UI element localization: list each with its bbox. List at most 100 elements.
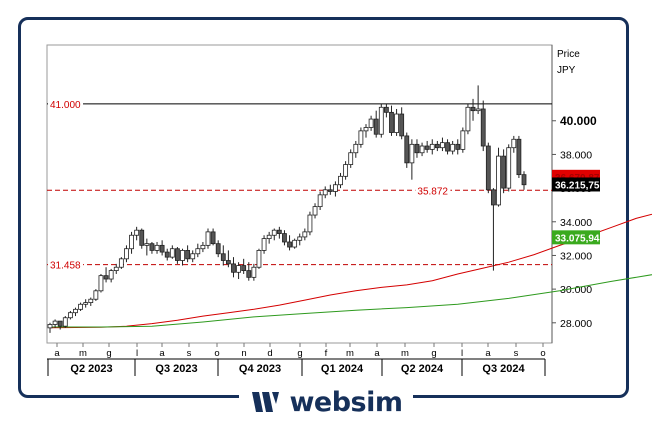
candlestick [190,250,196,263]
candlestick [47,322,53,333]
candlestick [470,98,476,121]
candlestick [108,268,114,283]
candle-body-up [236,265,241,273]
candle-body-down [241,265,247,272]
candlestick [241,258,247,274]
candle-body-down [220,253,226,261]
candle-body-up [511,138,517,149]
candlestick [373,110,379,138]
candle-body-up [440,142,445,149]
candle-body-up [261,238,267,251]
y-tick-label: 32.000 [560,250,592,262]
quarter-label: Q1 2024 [321,363,364,375]
candle-body-up [368,118,374,128]
candle-body-up [169,248,175,258]
candle-body-down [480,108,486,147]
candlestick [139,228,145,249]
candlestick [307,211,313,236]
candle-body-down [445,142,450,152]
candlestick [465,103,471,135]
candle-body-up [506,147,512,189]
candlestick [149,241,155,254]
candlestick [124,245,129,263]
candlestick [103,267,109,283]
candle-body-up [429,143,435,150]
candlestick [333,181,338,197]
x-month-label: s [187,348,192,359]
candlestick [491,188,496,271]
candle-body-up [195,248,201,255]
y-tick-label: 38.000 [560,149,592,161]
candle-body-down [175,248,180,261]
candle-body-up [200,244,206,250]
candle-body-up [118,258,124,268]
candle-body-up [129,234,134,250]
candle-body-up [475,108,481,112]
candle-body-up [363,127,369,132]
y-tick-label: 40.000 [560,114,597,128]
candlestick [404,132,410,168]
candle-body-up [353,143,359,154]
candlestick [297,233,303,246]
y-tick-label: 34.000 [560,217,592,229]
x-month-label: s [514,348,519,359]
candle-body-up [465,106,471,132]
candlestick [83,299,89,308]
candlestick [200,241,206,253]
candle-body-down [373,118,379,135]
candlestick [98,273,104,293]
candlestick [440,137,445,152]
candle-body-up [190,253,196,260]
candlestick [378,103,384,138]
candlestick [52,319,58,328]
x-month-label: m [346,348,354,359]
reference-line-label: 31.458 [50,261,81,272]
candle-body-up [154,244,160,251]
candle-body-up [266,234,272,240]
candle-body-up [73,308,78,314]
candlestick [159,240,165,256]
candlestick [62,316,68,328]
candlestick [399,107,405,140]
x-month-label: a [485,348,491,359]
x-month-label: a [374,348,380,359]
candle-body-up [312,206,318,216]
brand-name: websim [289,386,403,418]
moving-average-line [50,274,652,328]
candlestick [134,226,140,241]
candle-body-down [424,145,430,150]
candlestick [287,235,292,251]
candlestick [231,257,236,278]
price-tag-label: 33.075,94 [555,233,600,244]
moving-average-line [49,213,652,329]
chart-overlay: 41.00035.87231.45836.670,8736.215,7533.0… [48,98,600,273]
candle-body-up [205,231,211,246]
candle-body-up [180,250,185,261]
candlestick [220,245,226,266]
candlestick [169,245,175,259]
candlestick [394,108,399,136]
candle-body-down [501,155,507,189]
quarter-label: Q3 2023 [155,363,197,375]
quarter-label: Q2 2024 [401,363,444,375]
candlestick [475,85,481,115]
candle-body-down [485,145,491,191]
x-month-label: a [159,348,165,359]
candlestick [445,139,450,155]
candlestick [185,245,191,263]
x-month-label: o [540,348,545,359]
candlestick [501,149,507,194]
x-month-label: g [106,348,111,359]
candlestick [521,171,527,190]
y-tick-label: 28.000 [560,318,592,330]
plot-area: 28.00030.00032.00034.00036.00038.00040.0… [46,44,652,376]
price-tag-label: 36.215,75 [555,180,600,191]
reference-label-bg [48,259,84,273]
candle-body-up [47,324,53,329]
candlestick [93,289,99,301]
candle-body-down [491,189,496,206]
price-tag [552,177,600,192]
candlestick [496,147,501,207]
candle-body-up [297,236,303,241]
